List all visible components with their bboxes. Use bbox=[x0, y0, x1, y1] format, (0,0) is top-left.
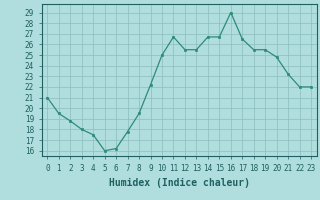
X-axis label: Humidex (Indice chaleur): Humidex (Indice chaleur) bbox=[109, 178, 250, 188]
